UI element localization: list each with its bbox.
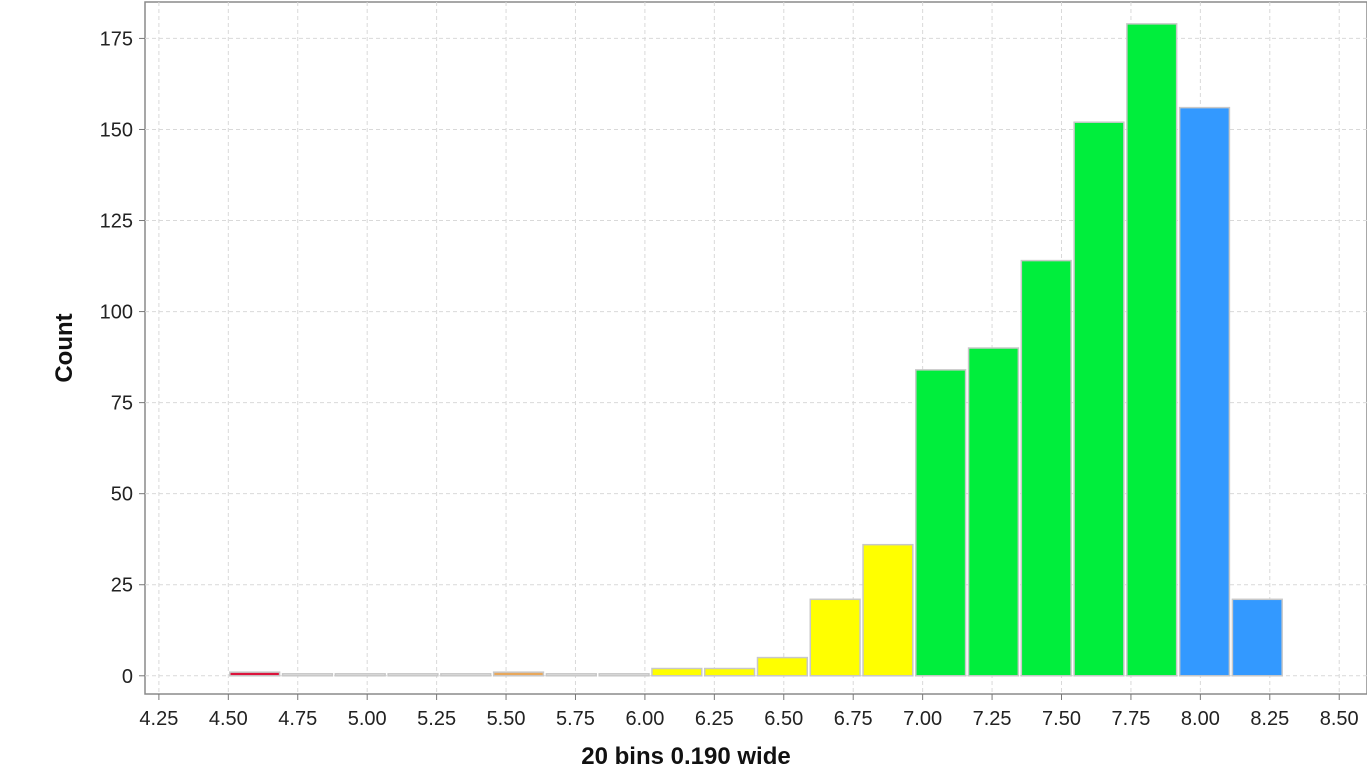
histogram-bar (967, 347, 1020, 677)
y-axis: 0 25 50 75 100 125 150 175 (100, 28, 145, 688)
x-tick-label: 5.50 (487, 708, 526, 730)
histogram-bar (1126, 23, 1178, 677)
histogram-bar (492, 671, 545, 677)
x-tick-label: 8.00 (1181, 708, 1220, 730)
x-tick-label: 6.50 (764, 708, 803, 730)
y-tick-label: 150 (100, 119, 133, 141)
histogram-bar (862, 543, 914, 677)
x-tick-label: 7.50 (1042, 708, 1081, 730)
x-tick-label: 6.00 (625, 708, 664, 730)
y-tick-label: 50 (111, 484, 133, 506)
x-tick-label: 7.25 (973, 708, 1012, 730)
x-tick-label: 8.50 (1320, 708, 1359, 730)
y-tick-label: 100 (100, 302, 133, 324)
histogram-bar (229, 671, 281, 677)
x-tick-label: 4.50 (209, 708, 248, 730)
y-tick-label: 75 (111, 393, 133, 415)
x-tick-label: 5.25 (417, 708, 456, 730)
x-tick-label: 5.00 (348, 708, 387, 730)
y-tick-label: 25 (111, 575, 133, 597)
histogram-bar (440, 673, 492, 677)
histogram-bar (545, 673, 597, 677)
histogram-bar (703, 667, 756, 677)
x-tick-label: 4.25 (139, 708, 178, 730)
x-tick-label: 6.75 (834, 708, 873, 730)
x-axis-title: 20 bins 0.190 wide (581, 743, 790, 770)
histogram-bar (1231, 598, 1283, 677)
histogram-bar (756, 656, 809, 677)
y-tick-label: 175 (100, 28, 133, 50)
histogram-bar (281, 673, 334, 677)
x-tick-label: 8.25 (1250, 708, 1289, 730)
histogram-bar (1073, 121, 1125, 677)
x-tick-label: 6.25 (695, 708, 734, 730)
histogram-bar (915, 369, 967, 677)
histogram-bar (598, 673, 650, 677)
histogram-bar (387, 673, 439, 677)
histogram-bars (229, 23, 1283, 677)
histogram-bar (809, 598, 861, 677)
histogram-bar (1178, 106, 1231, 677)
x-tick-label: 4.75 (278, 708, 317, 730)
y-tick-label: 0 (122, 666, 133, 688)
histogram-bar (1020, 259, 1072, 677)
histogram-bar (334, 673, 386, 677)
x-tick-label: 7.75 (1111, 708, 1150, 730)
x-tick-label: 7.00 (903, 708, 942, 730)
y-axis-title: Count (51, 313, 78, 382)
histogram-bar (651, 667, 703, 677)
y-tick-label: 125 (100, 211, 133, 233)
x-tick-label: 5.75 (556, 708, 595, 730)
x-axis: 4.25 4.50 4.75 5.00 5.25 5.50 5.75 6.00 6.25 6.50… (139, 694, 1359, 730)
